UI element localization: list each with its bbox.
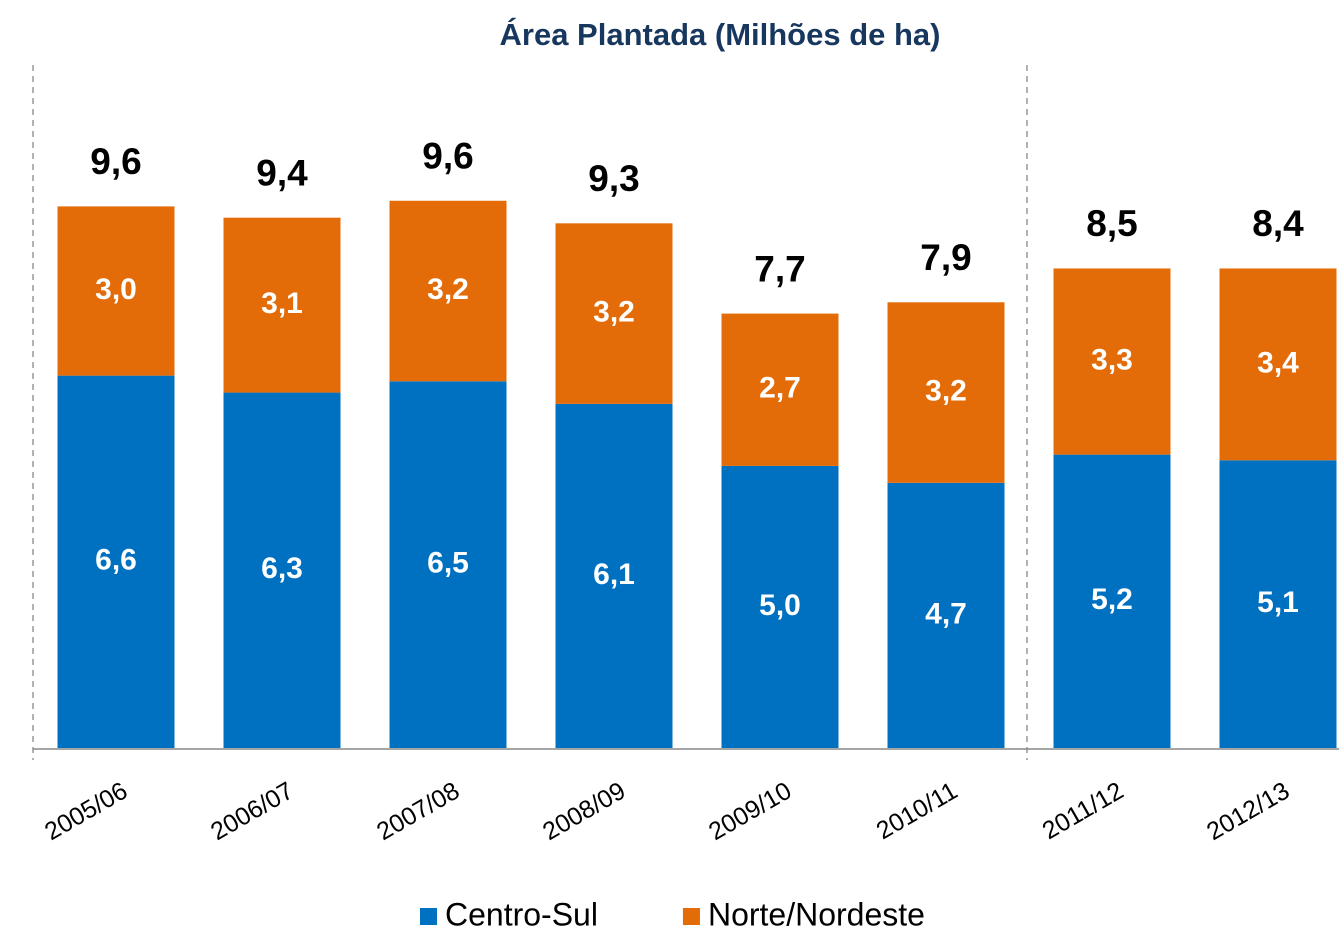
total-label: 8,5 <box>1086 203 1137 244</box>
total-label: 8,4 <box>1252 203 1304 244</box>
bar-segment <box>721 313 839 466</box>
x-tick-label: 2010/11 <box>872 777 963 846</box>
value-label: 6,1 <box>593 558 635 591</box>
value-label: 3,2 <box>593 296 635 329</box>
legend-label: Centro-Sul <box>445 896 598 932</box>
value-label: 5,0 <box>759 589 801 622</box>
bar-segment <box>887 482 1005 748</box>
legend-swatch <box>682 908 700 925</box>
value-label: 4,7 <box>925 597 967 630</box>
total-label: 7,9 <box>920 237 971 278</box>
legend-label: Norte/Nordeste <box>708 896 925 932</box>
bar-segment <box>721 465 839 748</box>
bar-segment <box>389 200 507 382</box>
bar-segment <box>223 392 341 748</box>
bar-segment <box>555 223 673 404</box>
total-label: 9,6 <box>90 141 141 182</box>
x-tick-label: 2009/10 <box>704 777 796 846</box>
x-tick-label: 2005/06 <box>40 777 132 846</box>
bar-segment <box>1219 268 1337 461</box>
x-tick-label: 2006/07 <box>206 777 298 846</box>
value-label: 3,3 <box>1091 343 1133 376</box>
value-label: 3,4 <box>1257 346 1299 379</box>
value-label: 6,5 <box>427 547 469 580</box>
value-label: 3,2 <box>925 374 967 407</box>
total-label: 9,6 <box>422 136 473 177</box>
bar-segment <box>57 206 175 376</box>
bar-segment <box>223 217 341 393</box>
value-label: 3,0 <box>95 273 137 306</box>
value-label: 3,1 <box>261 287 303 320</box>
value-label: 5,1 <box>1257 586 1299 619</box>
bar-segment <box>555 403 673 748</box>
bar-segment <box>887 302 1005 483</box>
chart-title: Área Plantada (Milhões de ha) <box>500 17 941 52</box>
value-label: 3,2 <box>427 273 469 306</box>
total-label: 7,7 <box>754 248 805 289</box>
bar-segment <box>1219 460 1337 748</box>
bar-segment <box>57 375 175 748</box>
total-label: 9,3 <box>588 158 639 199</box>
bar-segment <box>389 381 507 748</box>
bar-segment <box>1053 454 1171 748</box>
value-label: 6,3 <box>261 552 303 585</box>
x-tick-label: 2012/13 <box>1202 777 1294 846</box>
x-tick-label: 2008/09 <box>538 777 630 846</box>
value-label: 2,7 <box>759 372 801 405</box>
x-tick-label: 2007/08 <box>372 777 464 846</box>
bar-segment <box>1053 268 1171 455</box>
legend-swatch <box>420 908 437 925</box>
value-label: 5,2 <box>1091 583 1133 616</box>
total-label: 9,4 <box>256 152 308 193</box>
x-tick-label: 2011/12 <box>1038 777 1129 846</box>
value-label: 6,6 <box>95 544 137 577</box>
